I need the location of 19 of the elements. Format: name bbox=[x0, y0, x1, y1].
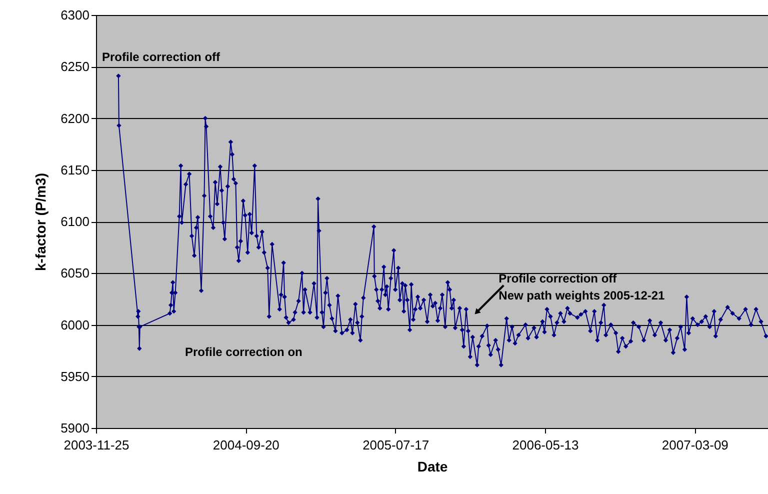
y-tick-label: 6050 bbox=[60, 266, 90, 281]
x-tick-label: 2003-11-25 bbox=[64, 438, 130, 452]
annotation: Profile correction on bbox=[185, 345, 302, 359]
x-tick-label: 2006-05-13 bbox=[512, 438, 579, 452]
y-tick-label: 6150 bbox=[60, 162, 90, 178]
annotation: Profile correction off New path weights 2005-12-21 bbox=[498, 271, 666, 302]
y-tick-label: 6300 bbox=[60, 8, 90, 22]
annotation: Profile correction off bbox=[102, 50, 222, 64]
y-tick-label: 6100 bbox=[60, 214, 90, 229]
y-axis-title: k-factor (P/m3) bbox=[32, 172, 49, 272]
x-tick-label: 2004-09-20 bbox=[212, 438, 280, 452]
y-tick-label: 6200 bbox=[60, 110, 90, 126]
y-tick-label: 6250 bbox=[60, 59, 90, 74]
x-tick-label: 2005-07-17 bbox=[362, 438, 430, 452]
y-tick-label: 6000 bbox=[60, 317, 90, 332]
x-tick-label: 2007-03-09 bbox=[662, 438, 728, 452]
x-axis-title: Date bbox=[417, 458, 448, 474]
y-tick-label: 5950 bbox=[60, 368, 90, 384]
y-tick-label: 5900 bbox=[60, 420, 90, 436]
